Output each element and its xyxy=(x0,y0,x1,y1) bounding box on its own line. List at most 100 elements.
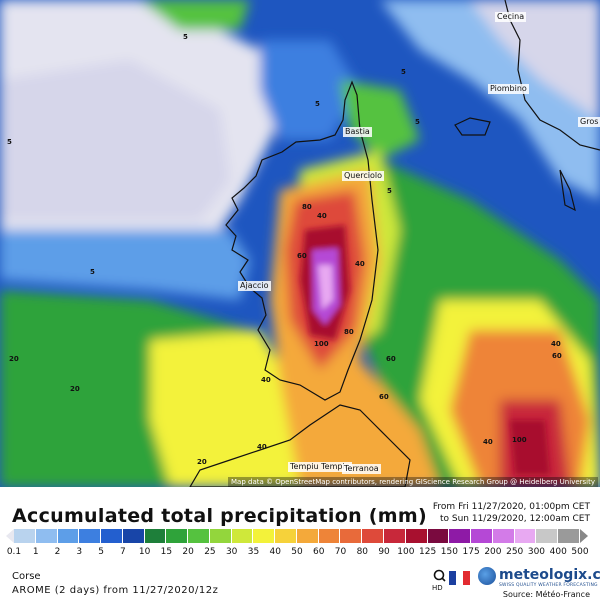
color-scale-tick: 10 xyxy=(138,547,151,557)
contour-label: 5 xyxy=(90,268,95,276)
precipitation-field xyxy=(0,0,600,487)
color-scale-cell xyxy=(405,529,428,543)
color-scale-cell xyxy=(340,529,363,543)
color-scale-tick: 500 xyxy=(571,547,589,557)
color-scale-cell xyxy=(166,529,189,543)
meteologix-logo-icon xyxy=(478,567,496,585)
contour-label: 20 xyxy=(9,355,19,363)
color-scale-cell xyxy=(275,529,297,543)
color-scale-cell xyxy=(209,529,232,543)
color-scale-tick: 30 xyxy=(225,547,238,557)
city-label-ajaccio[interactable]: Ajaccio xyxy=(238,281,271,291)
france-flag-icon xyxy=(449,571,470,585)
legend-title: Accumulated total precipitation (mm) xyxy=(12,505,427,527)
color-scale-tick: 70 xyxy=(334,547,347,557)
color-scale-tick: 80 xyxy=(356,547,369,557)
contour-label: 100 xyxy=(314,340,329,348)
city-label-piombino[interactable]: Piombino xyxy=(488,84,529,94)
contour-label: 5 xyxy=(183,33,188,41)
period-to: to Sun 11/29/2020, 12:00am CET xyxy=(439,514,590,524)
region-name: Corse xyxy=(12,571,41,582)
color-scale-tick: 25 xyxy=(204,547,216,557)
color-scale-cell xyxy=(101,529,123,543)
color-scale-tick: 5 xyxy=(98,547,104,557)
color-scale-cell xyxy=(231,529,254,543)
flag-stripe xyxy=(456,571,463,585)
color-scale-tick: 250 xyxy=(506,547,524,557)
color-scale-tick: 0.1 xyxy=(6,547,22,557)
color-scale-tick: 200 xyxy=(484,547,502,557)
contour-label: 5 xyxy=(387,187,392,195)
city-label-gros[interactable]: Gros xyxy=(578,117,600,127)
contour-label: 5 xyxy=(401,68,406,76)
hd-magnifier-icon[interactable]: HD xyxy=(432,569,446,591)
color-scale-cell xyxy=(449,529,472,543)
color-scale-cell xyxy=(35,529,58,543)
color-scale-cell xyxy=(558,529,580,543)
color-scale-tick: 40 xyxy=(269,547,281,557)
color-scale-tick: 100 xyxy=(397,547,415,557)
brand-tagline: SWISS QUALITY WEATHER FORECASTING xyxy=(499,583,598,588)
contour-label: 40 xyxy=(257,443,267,451)
city-label-tempio[interactable]: Tempiu Tempio xyxy=(288,462,352,472)
contour-label: 20 xyxy=(197,458,207,466)
brand-name[interactable]: meteologix.com xyxy=(499,567,600,583)
color-scale-cell xyxy=(122,529,145,543)
color-scale-cell xyxy=(57,529,80,543)
city-label-cecina[interactable]: Cecina xyxy=(495,12,527,22)
contour-label: 100 xyxy=(512,436,527,444)
contour-label: 40 xyxy=(551,340,561,348)
color-scale-cell xyxy=(471,529,493,543)
contour-label: 5 xyxy=(315,100,320,108)
city-label-terranoa[interactable]: Terranoa xyxy=(342,464,381,474)
scale-arrow-left-icon xyxy=(6,529,14,543)
color-scale-tick: 300 xyxy=(527,547,546,557)
contour-label: 40 xyxy=(261,376,271,384)
legend-panel: Accumulated total precipitation (mm) Fro… xyxy=(0,487,600,600)
data-source: Source: Météo-France xyxy=(502,590,590,599)
color-scale-tick: 150 xyxy=(440,547,458,557)
precipitation-map[interactable]: 5 5 5 5 5 5 20 20 40 40 40 40 60 60 60 8… xyxy=(0,0,600,487)
color-scale-tick: 125 xyxy=(419,547,437,557)
color-scale-tick: 90 xyxy=(378,547,390,557)
contour-label: 20 xyxy=(70,385,80,393)
color-scale-tick: 20 xyxy=(182,547,194,557)
color-scale xyxy=(14,529,580,543)
flag-stripe xyxy=(449,571,456,585)
color-scale-tick: 400 xyxy=(549,547,567,557)
model-run: AROME (2 days) from 11/27/2020/12z xyxy=(12,585,219,596)
city-label-bastia[interactable]: Bastia xyxy=(343,127,372,137)
color-scale-cell xyxy=(296,529,319,543)
color-scale-cell xyxy=(188,529,210,543)
color-scale-ticks: 0.1 1 2 3 5 7 10 15 20 25 30 35 40 50 60 70 80 90 100 125 15… xyxy=(7,547,589,559)
color-scale-cell xyxy=(253,529,276,543)
color-scale-cell xyxy=(514,529,537,543)
contour-label: 80 xyxy=(344,328,354,336)
color-scale-cell xyxy=(536,529,559,543)
color-scale-cell xyxy=(144,529,167,543)
color-scale-tick: 7 xyxy=(119,547,126,557)
map-attribution[interactable]: Map data © OpenStreetMap contributors, r… xyxy=(228,477,598,487)
color-scale-cell xyxy=(362,529,385,543)
color-scale-tick: 50 xyxy=(291,547,303,557)
contour-label: 5 xyxy=(7,138,12,146)
contour-label: 40 xyxy=(483,438,493,446)
contour-label: 60 xyxy=(297,252,307,260)
color-scale-tick: 1 xyxy=(32,547,39,557)
color-scale-tick: 60 xyxy=(313,547,325,557)
color-scale-tick: 35 xyxy=(247,547,260,557)
color-scale-tick: 15 xyxy=(160,547,173,557)
color-scale-cell xyxy=(384,529,406,543)
period-from: From Fri 11/27/2020, 01:00pm CET xyxy=(432,502,590,512)
contour-label: 60 xyxy=(386,355,396,363)
flag-stripe xyxy=(463,571,470,585)
city-label-querciolo[interactable]: Querciolo xyxy=(342,171,385,181)
color-scale-tick: 3 xyxy=(76,547,83,557)
color-scale-tick: 2 xyxy=(54,547,61,557)
scale-arrow-right-icon xyxy=(580,529,588,543)
contour-label: 60 xyxy=(379,393,389,401)
color-scale-tick: 175 xyxy=(462,547,480,557)
contour-label: 40 xyxy=(355,260,365,268)
contour-label: 5 xyxy=(415,118,420,126)
color-scale-cell xyxy=(492,529,515,543)
